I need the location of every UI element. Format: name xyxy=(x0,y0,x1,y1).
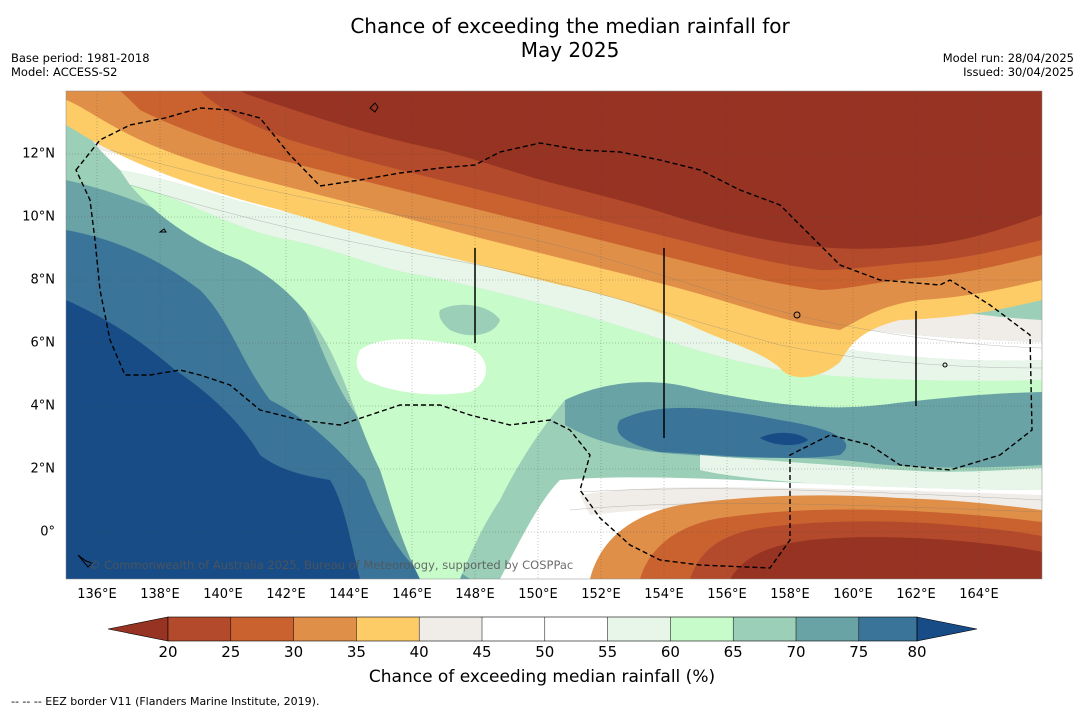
map-title: Chance of exceeding the median rainfall … xyxy=(0,14,1085,62)
lon-label-140: 140°E xyxy=(203,587,243,602)
meta-right: Model run: 28/04/2025 Issued: 30/04/2025 xyxy=(943,51,1074,79)
colorbar-tick-50: 50 xyxy=(535,643,555,661)
lon-label-154: 154°E xyxy=(644,587,684,602)
colorbar-bin-60-65 xyxy=(670,617,734,641)
lon-label-156: 156°E xyxy=(707,587,747,602)
copyright-credit: © Commonwealth of Australia 2025, Bureau… xyxy=(89,558,574,572)
lon-label-150: 150°E xyxy=(518,587,558,602)
central-white-bubble xyxy=(356,339,487,395)
colorbar-dividers xyxy=(230,617,860,641)
colorbar-outline xyxy=(167,616,918,642)
colorbar-tick-70: 70 xyxy=(786,643,806,661)
colorbar-extend-high xyxy=(916,616,978,642)
south-light-green xyxy=(700,455,1042,490)
lon-label-152: 152°E xyxy=(581,587,621,602)
east-darkblue-pocket xyxy=(617,407,847,459)
colorbar-bin-55-60 xyxy=(607,617,671,641)
lon-label-144: 144°E xyxy=(329,587,369,602)
title-line-2: May 2025 xyxy=(520,38,620,62)
eez-footnote: -- -- -- EEZ border V11 (Flanders Marine… xyxy=(11,695,320,708)
model-run: Model run: 28/04/2025 xyxy=(942,51,1074,65)
lon-label-162: 162°E xyxy=(896,587,936,602)
colorbar-tick-35: 35 xyxy=(346,643,366,661)
eez-border xyxy=(75,107,1033,569)
lat-label-6n: 6°N xyxy=(30,335,56,351)
lon-label-138: 138°E xyxy=(140,587,180,602)
lat-label-12n: 12°N xyxy=(22,146,55,162)
colorbar-bin-75-80 xyxy=(858,617,917,641)
lat-label-8n: 8°N xyxy=(30,272,56,288)
colorbar-tick-30: 30 xyxy=(284,643,304,661)
map-frame xyxy=(65,90,1043,580)
colorbar-extend-low xyxy=(107,616,169,642)
colorbar-bin-25-30 xyxy=(230,617,294,641)
lon-label-136: 136°E xyxy=(77,587,117,602)
lat-label-4n: 4°N xyxy=(30,398,56,414)
colorbar-bin-30-35 xyxy=(293,617,357,641)
lon-label-160: 160°E xyxy=(833,587,873,602)
colorbar-tick-60: 60 xyxy=(660,643,680,661)
island-lines xyxy=(474,248,917,438)
lon-label-146: 146°E xyxy=(392,587,432,602)
colorbar-tick-25: 25 xyxy=(221,643,241,661)
colorbar-tick-80: 80 xyxy=(907,643,927,661)
lat-label-0: 0° xyxy=(40,524,55,540)
colorbar-bin-50-55 xyxy=(544,617,608,641)
lon-label-142: 142°E xyxy=(266,587,306,602)
colorbar-tick-75: 75 xyxy=(849,643,869,661)
central-green-spot xyxy=(439,304,500,336)
title-line-1: Chance of exceeding the median rainfall … xyxy=(350,14,790,38)
colorbar-bin-70-75 xyxy=(796,617,859,641)
lat-label-10n: 10°N xyxy=(22,209,55,225)
colorbar-bin-45-50 xyxy=(482,617,545,641)
colorbar-bin-65-70 xyxy=(733,617,796,641)
colorbar xyxy=(107,616,978,642)
south-band-20 xyxy=(730,537,1042,579)
colorbar-tick-20: 20 xyxy=(158,643,178,661)
colorbar-title: Chance of exceeding median rainfall (%) xyxy=(368,667,716,687)
colorbar-tick-45: 45 xyxy=(472,643,492,661)
lat-label-2n: 2°N xyxy=(30,461,56,477)
base-period: Base period: 1981-2018 xyxy=(11,51,150,65)
colorbar-bin-40-45 xyxy=(419,617,482,641)
meta-left: Base period: 1981-2018 Model: ACCESS-S2 xyxy=(11,51,150,79)
lon-label-164: 164°E xyxy=(959,587,999,602)
model-name: Model: ACCESS-S2 xyxy=(11,65,118,79)
colorbar-bin-35-40 xyxy=(356,617,420,641)
lon-label-158: 158°E xyxy=(770,587,810,602)
east-navy-spot xyxy=(760,432,808,446)
band-20 xyxy=(240,91,1042,249)
islands xyxy=(77,102,948,568)
colorbar-bin-20-25 xyxy=(168,617,231,641)
issued-date: Issued: 30/04/2025 xyxy=(963,65,1074,79)
colorbar-tick-40: 40 xyxy=(409,643,429,661)
band-60 xyxy=(130,185,1042,579)
rainfall-field xyxy=(66,91,1042,579)
colorbar-tick-55: 55 xyxy=(598,643,618,661)
lon-label-148: 148°E xyxy=(455,587,495,602)
contour-lines xyxy=(109,149,1042,513)
colorbar-tick-65: 65 xyxy=(723,643,743,661)
